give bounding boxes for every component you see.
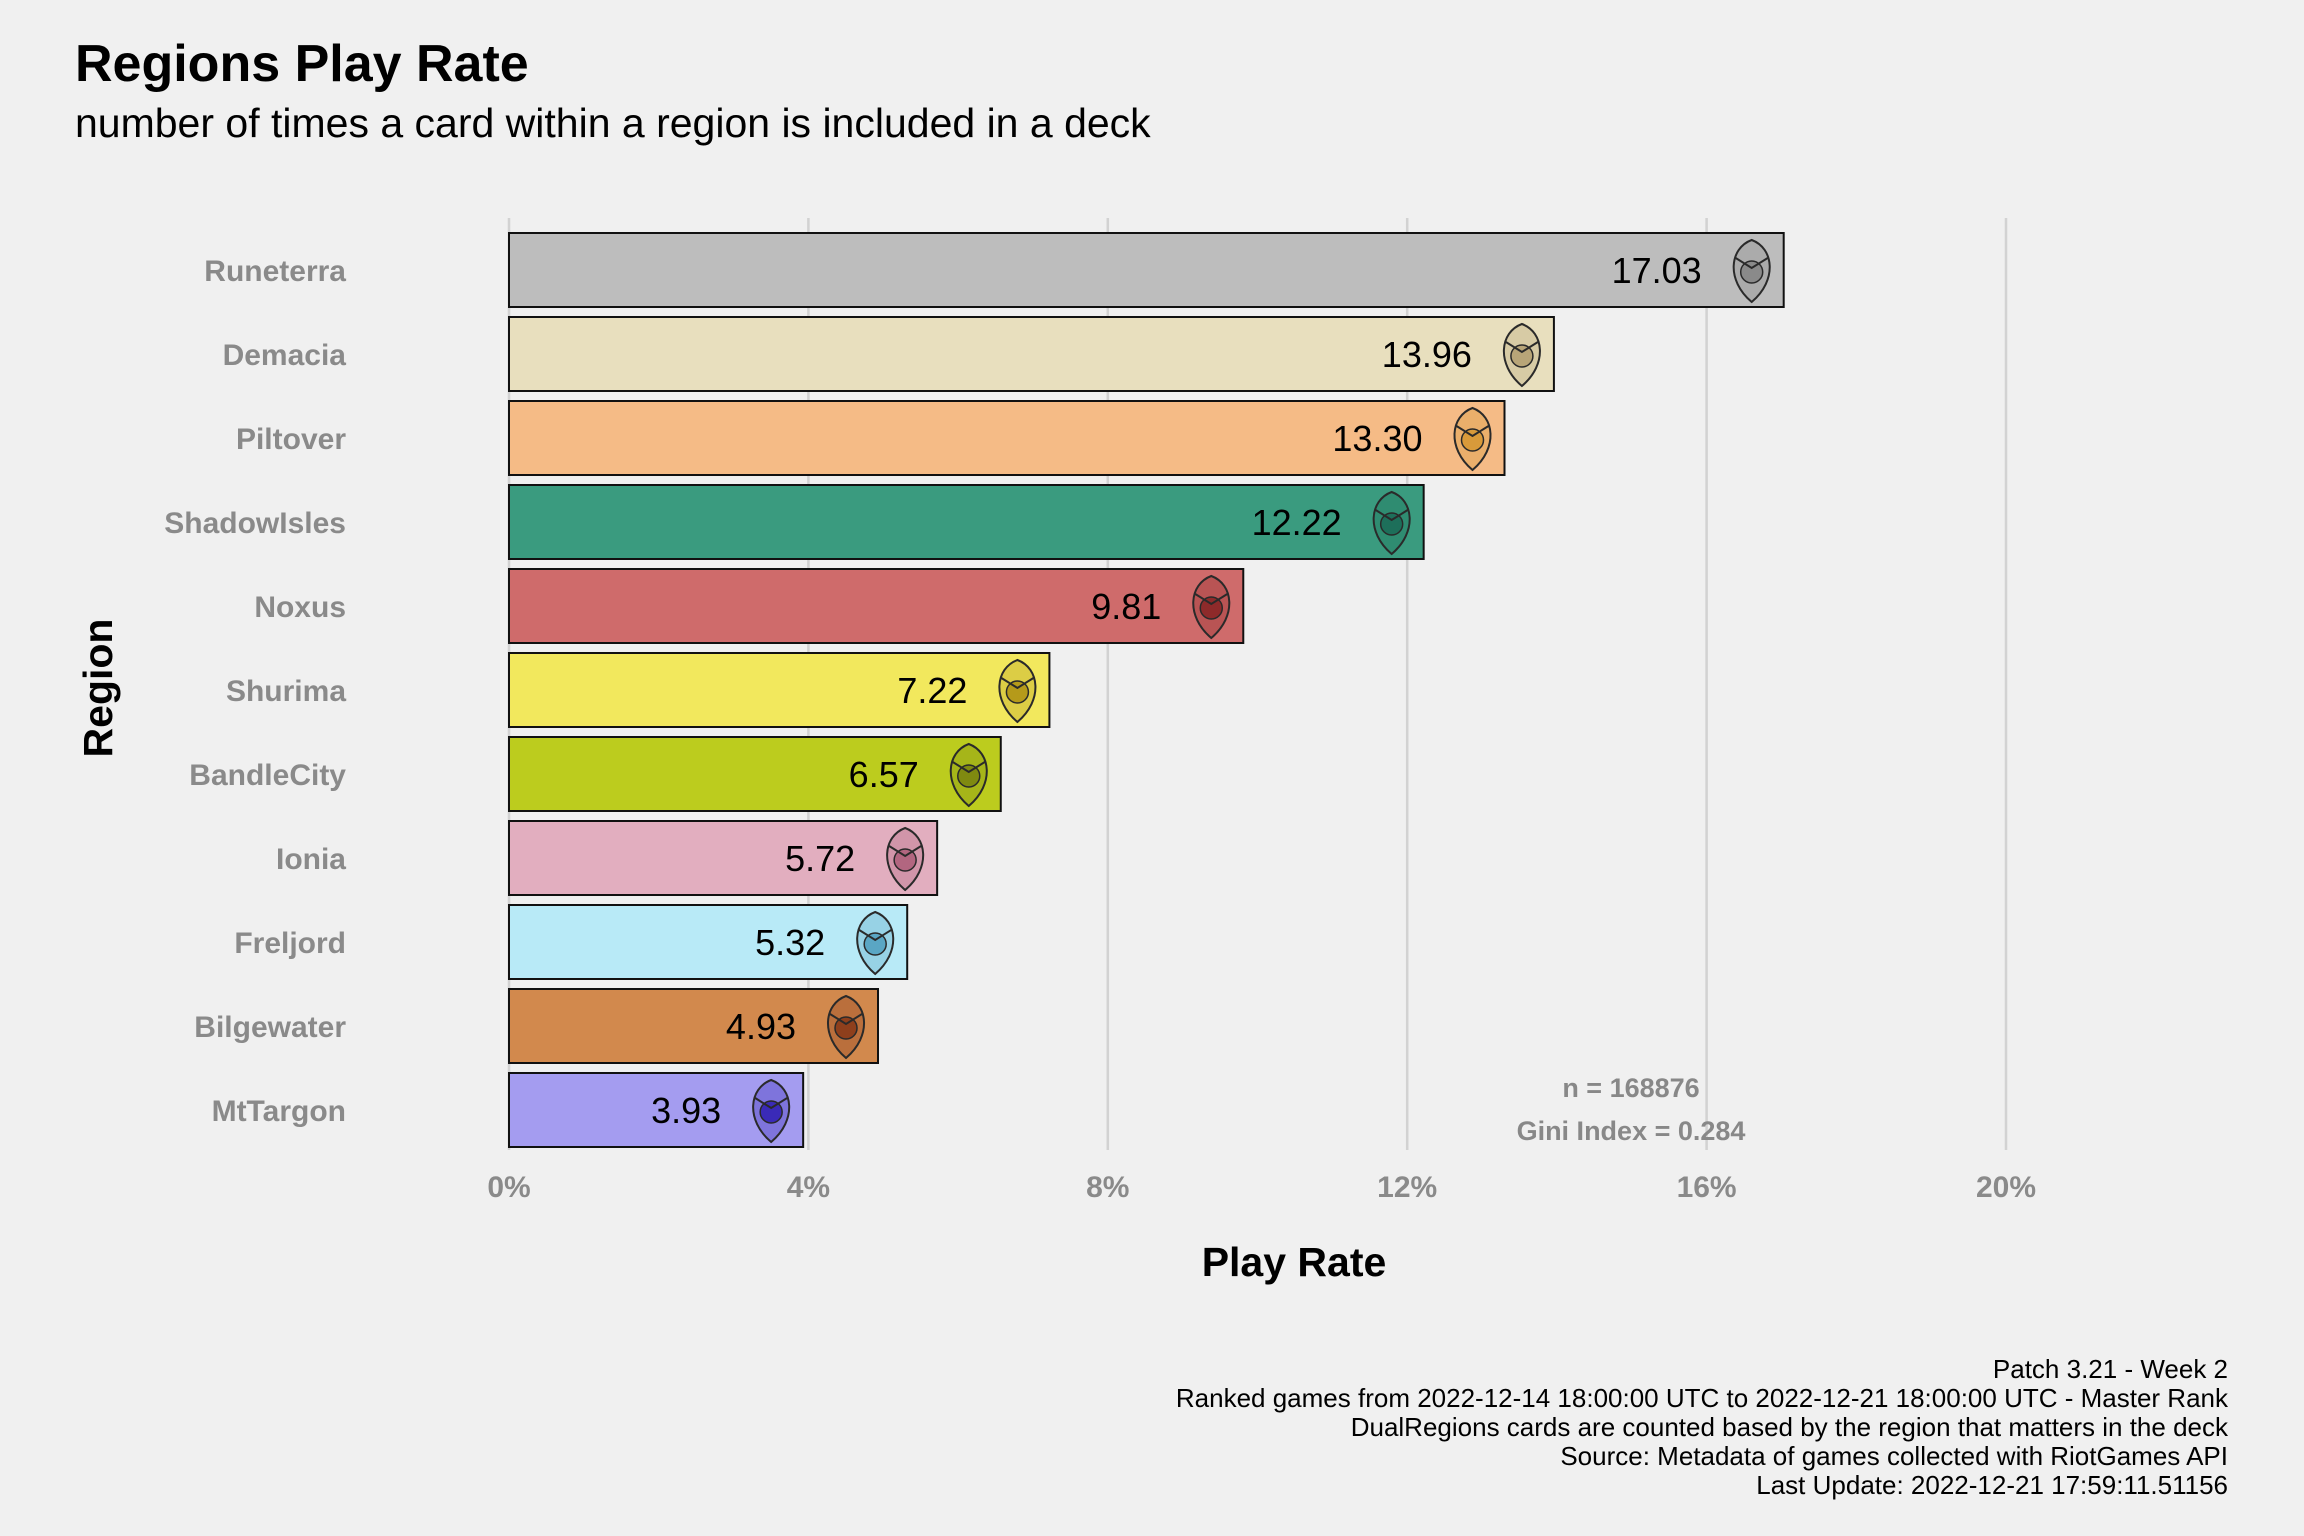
value-label: 9.81 [1091, 586, 1161, 627]
caption-line: Source: Metadata of games collected with… [1560, 1441, 2228, 1471]
bar [508, 316, 1555, 392]
x-tick-label: 0% [487, 1171, 530, 1204]
y-tick-label: Noxus [254, 591, 346, 624]
x-tick-label: 4% [787, 1171, 830, 1204]
value-label: 5.32 [755, 922, 825, 963]
mttargon-icon [752, 1078, 791, 1144]
runeterra-icon [1732, 238, 1771, 304]
bar [508, 736, 1002, 812]
shadowisles-icon [1372, 490, 1411, 556]
x-tick-label: 12% [1377, 1171, 1437, 1204]
y-tick-label: MtTargon [212, 1095, 346, 1128]
y-tick-label: Runeterra [204, 255, 346, 288]
value-label: 4.93 [726, 1006, 796, 1047]
bar [508, 400, 1506, 476]
value-label: 12.22 [1252, 502, 1342, 543]
bar [508, 904, 909, 980]
value-label: 6.57 [849, 754, 919, 795]
caption-line: Last Update: 2022-12-21 17:59:11.51156 [1756, 1470, 2228, 1500]
ionia-icon [886, 826, 925, 892]
y-tick-label: Demacia [223, 339, 347, 372]
piltover-icon [1453, 406, 1492, 472]
y-tick-label: Freljord [234, 927, 346, 960]
caption: Patch 3.21 - Week 2 Ranked games from 20… [1176, 1355, 2228, 1500]
bilgewater-icon [827, 994, 866, 1060]
value-label: 13.96 [1382, 334, 1472, 375]
bar [508, 232, 1785, 308]
bar [508, 1072, 805, 1148]
caption-line: Ranked games from 2022-12-14 18:00:00 UT… [1175, 1383, 2228, 1413]
y-axis-tick-labels: Runeterra Demacia Piltover ShadowIsles Noxus… [164, 255, 346, 1128]
shurima-icon [998, 658, 1037, 724]
value-label: 13.30 [1332, 418, 1422, 459]
y-tick-label: BandleCity [189, 759, 346, 792]
y-tick-label: Piltover [236, 423, 346, 456]
demacia-icon [1502, 322, 1541, 388]
bandlecity-icon [949, 742, 988, 808]
annotation-gini-index: Gini Index = 0.284 [1517, 1116, 1746, 1146]
value-label: 3.93 [651, 1090, 721, 1131]
value-label: 5.72 [785, 838, 855, 879]
x-tick-label: 20% [1976, 1171, 2036, 1204]
value-label: 17.03 [1612, 250, 1702, 291]
chart-title: Regions Play Rate [75, 35, 529, 93]
bar-icons [752, 238, 1771, 1144]
freljord-icon [856, 910, 895, 976]
bar [508, 652, 1051, 728]
x-tick-label: 8% [1086, 1171, 1129, 1204]
bar [508, 988, 880, 1064]
annotation-sample-size: n = 168876 [1562, 1073, 1699, 1103]
y-tick-label: Shurima [226, 675, 346, 708]
bars [508, 232, 1785, 1148]
x-tick-label: 16% [1677, 1171, 1737, 1204]
value-labels: 17.03 13.96 13.30 12.22 9.81 7.22 6.57 5.72 5.32… [651, 250, 1702, 1131]
y-tick-label: ShadowIsles [164, 507, 346, 540]
caption-line: DualRegions cards are counted based by t… [1350, 1412, 2228, 1442]
bar [508, 568, 1245, 644]
y-tick-label: Ionia [276, 843, 346, 876]
y-axis-label: Region [75, 619, 121, 758]
x-axis-label: Play Rate [1202, 1239, 1387, 1285]
value-label: 7.22 [897, 670, 967, 711]
noxus-icon [1192, 574, 1231, 640]
bar [508, 484, 1425, 560]
caption-line: Patch 3.21 - Week 2 [1992, 1354, 2228, 1384]
y-tick-label: Bilgewater [194, 1011, 346, 1044]
x-axis-tick-labels: 0% 4% 8% 12% 16% 20% [487, 1171, 2036, 1204]
chart-subtitle: number of times a card within a region i… [75, 100, 1151, 146]
bar [508, 820, 939, 896]
